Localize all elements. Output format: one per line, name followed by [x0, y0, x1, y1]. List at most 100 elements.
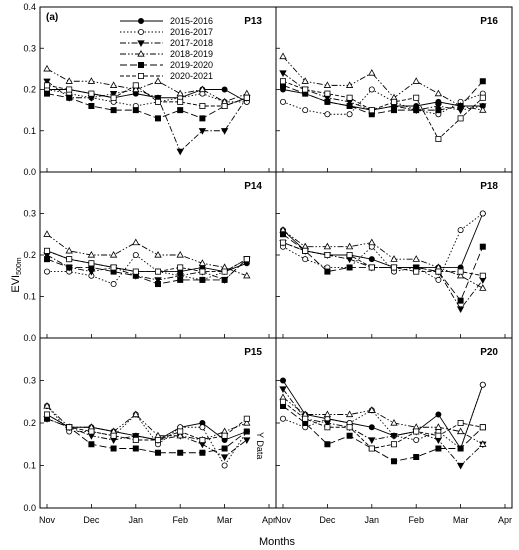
legend-item: 2020-2021 [120, 71, 213, 81]
data-point [346, 264, 353, 271]
data-point [221, 432, 228, 439]
data-point [413, 107, 420, 114]
data-point [177, 428, 184, 435]
x-tick-label: Jan [129, 515, 144, 525]
data-point [435, 432, 442, 439]
panels-group: P13 0.0 0.1 0.2 0.3 0.4 P16 P14 0.0 0.1 0.2 0.3 P18 P… [23, 2, 513, 525]
data-point [302, 415, 309, 422]
data-point [88, 90, 95, 97]
data-point [301, 77, 309, 84]
legend-marker [137, 49, 145, 57]
data-point [87, 77, 96, 84]
legend-item: 2019-2020 [120, 60, 213, 70]
data-point [368, 406, 376, 413]
y-axis-label-main: EVI [10, 275, 22, 293]
panel-p15: P15 0.0 0.1 0.2 0.3 Nov Dec Jan Feb Mar Apr [23, 337, 277, 525]
y-tick-label: 0.2 [23, 250, 36, 260]
data-point [199, 449, 206, 456]
data-point [345, 410, 354, 418]
data-point [44, 90, 51, 97]
data-point [177, 98, 184, 105]
data-point [66, 424, 73, 431]
data-point [479, 243, 486, 250]
data-point [132, 107, 139, 114]
data-point [390, 458, 397, 465]
panel-frame [275, 6, 513, 173]
data-point [176, 250, 184, 258]
panel-label: P15 [244, 347, 262, 358]
series-line [46, 250, 248, 273]
data-point [198, 259, 207, 266]
data-point [66, 94, 73, 101]
series-2018-2019 [279, 393, 487, 447]
series-2020-2021 [44, 247, 250, 275]
legend-label: 2017-2018 [170, 38, 213, 48]
data-point [346, 432, 353, 439]
series-2018-2019 [279, 226, 487, 291]
data-point [221, 103, 228, 110]
data-point [457, 103, 464, 110]
data-point [368, 68, 376, 76]
series-line [282, 242, 483, 277]
data-point [412, 77, 420, 84]
data-point [457, 268, 464, 275]
data-point [65, 77, 73, 84]
panel-p14: P14 0.0 0.1 0.2 0.3 [23, 171, 277, 343]
data-point [44, 247, 51, 254]
series-line [46, 414, 248, 441]
data-point [88, 441, 95, 448]
panel-frame [39, 6, 277, 173]
data-point [221, 268, 228, 275]
data-point [110, 281, 117, 288]
x-tick-label: Nov [275, 515, 292, 525]
data-point [220, 128, 229, 135]
y-tick-label: 0.0 [23, 333, 36, 343]
series-line [46, 89, 247, 107]
data-point [279, 98, 286, 105]
data-point [456, 271, 465, 279]
data-point [176, 431, 184, 439]
series-line [282, 388, 484, 467]
data-point [66, 264, 73, 271]
y-tick-label: 0.3 [23, 43, 36, 53]
data-point [154, 277, 162, 284]
series-2020-2021 [44, 82, 250, 110]
x-tick-label: Feb [408, 515, 424, 525]
data-point [324, 90, 331, 97]
series-2015-2016 [44, 86, 250, 105]
data-point [88, 260, 95, 267]
data-point [456, 306, 465, 313]
data-point [243, 437, 251, 445]
data-point [243, 94, 250, 101]
data-point [132, 433, 140, 440]
legend-label: 2018-2019 [170, 49, 213, 59]
legend-marker [137, 17, 144, 24]
data-point [154, 250, 162, 258]
data-point [434, 89, 443, 97]
data-point [177, 276, 184, 283]
data-point [154, 436, 161, 443]
panel-label: P20 [480, 347, 498, 358]
data-point [324, 441, 331, 448]
data-point [345, 81, 354, 88]
data-point [132, 85, 140, 93]
data-point [479, 106, 487, 113]
data-point [154, 115, 161, 122]
panel-p13: P13 0.0 0.1 0.2 0.3 0.4 [23, 2, 277, 177]
data-point [302, 107, 309, 114]
data-point [479, 272, 486, 279]
data-point [390, 255, 398, 262]
panel-label: P16 [480, 16, 498, 27]
data-point [65, 246, 73, 254]
y-tick-label: 0.3 [23, 376, 36, 386]
data-point [199, 424, 206, 431]
legend-label: 2015-2016 [170, 16, 213, 26]
series-line [282, 213, 484, 281]
y-tick-label: 0.1 [23, 461, 36, 471]
data-point [198, 128, 207, 135]
series-2017-2018 [43, 252, 251, 284]
y-tick-label: 0.0 [23, 503, 36, 513]
data-point [177, 107, 184, 114]
data-point [279, 239, 286, 246]
data-point [345, 242, 354, 250]
